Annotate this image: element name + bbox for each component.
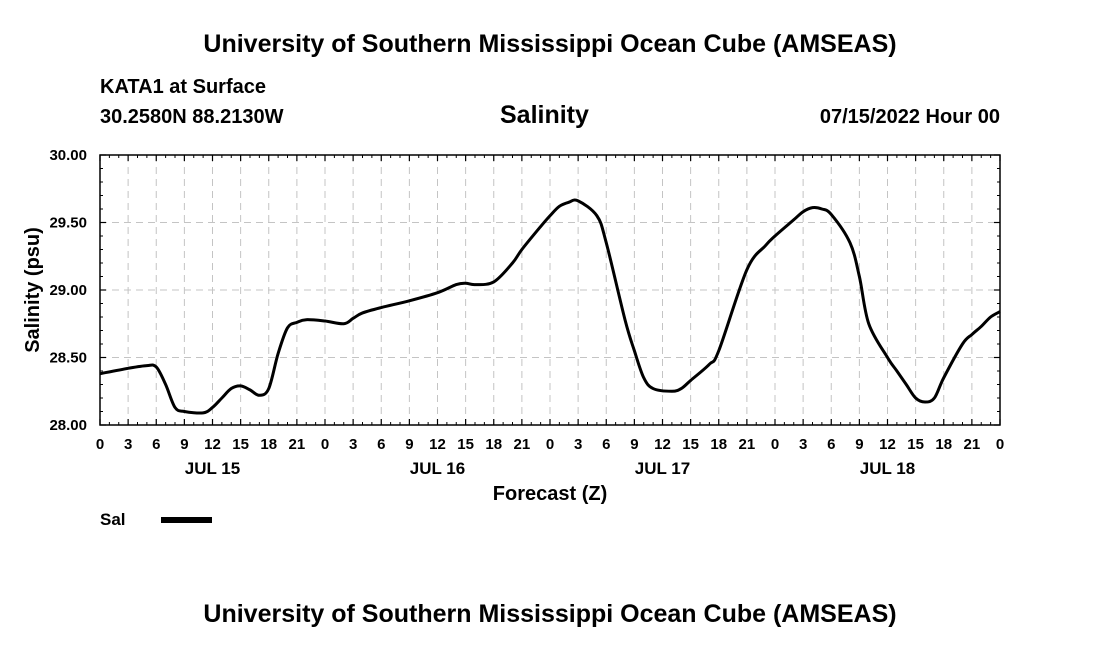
x-tick-label: 0	[321, 436, 329, 453]
x-tick-label: 6	[827, 436, 835, 453]
x-tick-label: 9	[180, 436, 188, 453]
x-tick-label: 21	[739, 436, 756, 453]
legend: Sal	[100, 510, 212, 529]
station-label: KATA1 at Surface	[100, 76, 266, 98]
x-tick-label: 3	[349, 436, 357, 453]
x-tick-label: 18	[710, 436, 727, 453]
tick-layer: 0 3 6 9 12 15 18 21 0 3 6 9 12 15 18 21 0 3 6 9 12 15 18 21 0 3 6 9…	[49, 147, 1004, 478]
x-tick-label: 9	[855, 436, 863, 453]
x-tick-label: 18	[485, 436, 502, 453]
day-label: JUL 18	[860, 459, 915, 478]
x-tick-label: 3	[124, 436, 132, 453]
x-tick-label: 9	[630, 436, 638, 453]
grid-layer	[100, 155, 1000, 425]
x-tick-label: 3	[574, 436, 582, 453]
y-axis-label: Salinity (psu)	[22, 227, 44, 353]
y-tick-label: 28.50	[49, 350, 87, 367]
x-tick-label: 15	[232, 436, 249, 453]
x-tick-label: 12	[429, 436, 446, 453]
x-tick-label: 0	[96, 436, 104, 453]
x-tick-label: 6	[152, 436, 160, 453]
y-tick-label: 30.00	[49, 147, 87, 164]
x-tick-label: 0	[771, 436, 779, 453]
day-label: JUL 17	[635, 459, 690, 478]
day-label: JUL 16	[410, 459, 465, 478]
x-tick-label: 12	[654, 436, 671, 453]
x-tick-label: 15	[682, 436, 699, 453]
coordinates-label: 30.2580N 88.2130W	[100, 106, 284, 128]
x-tick-label: 12	[879, 436, 896, 453]
y-tick-label: 29.50	[49, 215, 87, 232]
x-tick-label: 3	[799, 436, 807, 453]
x-tick-label: 9	[405, 436, 413, 453]
variable-title: Salinity	[500, 101, 589, 129]
run-time-label: 07/15/2022 Hour 00	[819, 106, 1000, 128]
chart-main-title: University of Southern Mississippi Ocean…	[203, 30, 897, 58]
series-layer	[99, 198, 1001, 415]
x-tick-label: 12	[204, 436, 221, 453]
day-label: JUL 15	[185, 459, 240, 478]
legend-label: Sal	[100, 510, 126, 529]
x-tick-label: 6	[377, 436, 385, 453]
x-tick-label: 6	[602, 436, 610, 453]
series-line-sal	[99, 198, 1001, 415]
x-tick-label: 15	[907, 436, 924, 453]
chart-footer-title: University of Southern Mississippi Ocean…	[203, 600, 897, 628]
y-tick-label: 28.00	[49, 417, 87, 434]
x-tick-label: 15	[457, 436, 474, 453]
x-tick-label: 21	[289, 436, 306, 453]
x-tick-label: 18	[260, 436, 277, 453]
x-tick-label: 18	[935, 436, 952, 453]
x-axis-label: Forecast (Z)	[493, 483, 607, 505]
x-tick-label: 0	[996, 436, 1004, 453]
y-tick-label: 29.00	[49, 282, 87, 299]
x-tick-label: 21	[964, 436, 981, 453]
x-tick-label: 0	[546, 436, 554, 453]
x-tick-label: 21	[514, 436, 531, 453]
